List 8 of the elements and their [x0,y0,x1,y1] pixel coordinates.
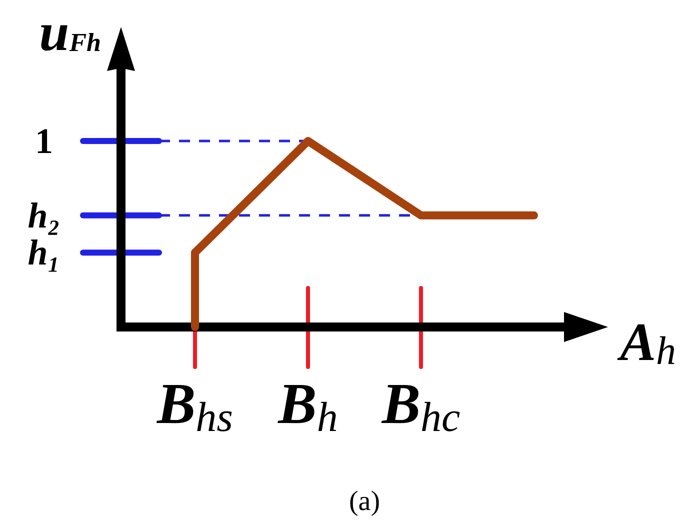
x-tick-label: B$_{hs}$ [156,371,234,441]
x-tick-label: B$_{hc}$ [380,371,461,441]
x-axis-title: A$_{h}$ [617,312,676,373]
ref-line-label: 1 [35,121,53,161]
ref-line-label: h₂ [28,195,60,236]
y-axis-title: uFh [39,2,101,62]
text: (a) [348,486,380,517]
x-tick-label: B$_{h}$ [277,371,338,441]
